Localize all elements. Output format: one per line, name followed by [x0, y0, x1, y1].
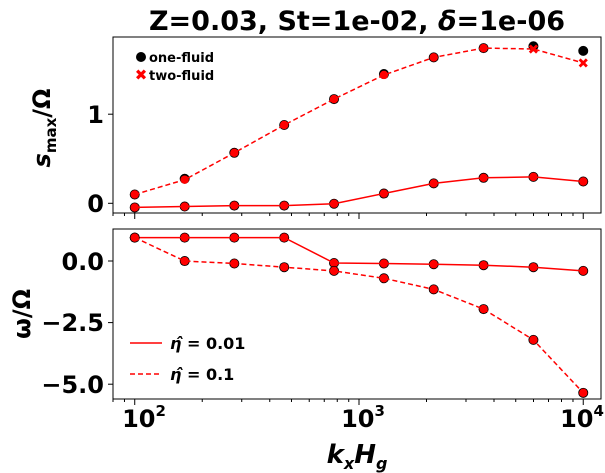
two-fluid-point	[379, 70, 389, 80]
two-fluid-point	[529, 262, 538, 272]
legend-one-fluid-label: one-fluid	[149, 51, 214, 66]
bottom-x-ticks	[112, 399, 584, 405]
two-fluid-point	[329, 199, 339, 208]
two-fluid-cross-point	[528, 44, 539, 54]
two-fluid-point	[329, 94, 339, 104]
legend-two-fluid-label: two-fluid	[149, 69, 214, 84]
top-y-axis: 0 1	[87, 101, 113, 218]
two-fluid-point	[429, 260, 438, 269]
two-fluid-point	[379, 189, 389, 198]
two-fluid-point	[280, 233, 289, 242]
bottom-legend: η̂ = 0.01 η̂ = 0.1	[130, 334, 245, 384]
x-axis: 102 103 104	[122, 402, 604, 433]
two-fluid-point	[280, 120, 289, 130]
x-axis-label: kxHg	[327, 440, 388, 473]
bottom-y-tick-label: −2.5	[41, 309, 104, 337]
two-fluid-point	[579, 266, 588, 276]
two-fluid-point	[429, 53, 438, 62]
cross-stroke	[578, 58, 588, 68]
bottom-y-tick-label: −5.0	[41, 371, 104, 399]
series-line-solid	[134, 176, 584, 209]
top-y-tick-label: 1	[87, 101, 104, 129]
two-fluid-point	[230, 148, 239, 157]
two-fluid-point	[529, 335, 538, 345]
two-fluid-cross-point	[578, 58, 588, 68]
bottom-plot-area	[112, 228, 602, 400]
two-fluid-point	[180, 175, 189, 184]
legend-one-fluid-marker	[136, 52, 146, 62]
bottom-series-layer	[129, 232, 589, 398]
two-fluid-point	[579, 388, 588, 398]
series-line-dashed	[134, 236, 584, 394]
two-fluid-point	[529, 172, 538, 182]
cross-stroke	[528, 44, 539, 54]
series-line-dashed	[134, 47, 584, 196]
two-fluid-point	[479, 173, 488, 182]
two-fluid-point	[230, 233, 239, 242]
top-series-layer	[129, 41, 589, 213]
two-fluid-point	[130, 190, 139, 199]
two-fluid-point	[479, 261, 488, 270]
two-fluid-point	[230, 259, 239, 268]
two-fluid-point	[579, 177, 588, 186]
top-legend: one-fluid ✖ two-fluid	[135, 51, 214, 84]
two-fluid-point	[180, 233, 189, 242]
one-fluid-point	[578, 45, 589, 56]
two-fluid-point	[130, 203, 139, 212]
legend-eta-001: η̂ = 0.01	[170, 334, 245, 353]
series-line-solid	[134, 236, 584, 272]
two-fluid-point	[329, 258, 339, 268]
bottom-y-axis-label: ω/Ω	[8, 289, 36, 339]
two-fluid-point	[280, 201, 289, 210]
two-fluid-point	[429, 179, 438, 188]
top-x-ticks	[112, 213, 584, 219]
chart-title: Z=0.03, St=1e-02, δ=1e-06	[149, 6, 565, 37]
two-fluid-point	[379, 259, 389, 268]
top-plot-area	[112, 36, 602, 214]
two-fluid-point	[130, 233, 139, 242]
x-tick-label: 103	[341, 402, 385, 433]
legend-two-fluid-marker: ✖	[135, 66, 148, 84]
two-fluid-point	[180, 256, 189, 266]
two-fluid-point	[280, 262, 289, 272]
two-fluid-point	[379, 274, 389, 283]
two-fluid-point	[479, 304, 488, 314]
two-fluid-point	[329, 266, 339, 276]
two-fluid-point	[180, 202, 189, 211]
two-fluid-point	[429, 285, 438, 294]
two-fluid-point	[479, 43, 488, 53]
two-fluid-point	[230, 201, 239, 210]
bottom-y-axis: 0.0 −2.5 −5.0	[41, 248, 113, 399]
top-y-axis-label: smax/Ω	[28, 89, 60, 168]
x-tick-label: 104	[560, 402, 604, 433]
bottom-y-tick-label: 0.0	[61, 248, 104, 276]
top-y-tick-label: 0	[87, 190, 104, 218]
legend-eta-01: η̂ = 0.1	[170, 365, 234, 384]
x-tick-label: 102	[122, 402, 166, 433]
